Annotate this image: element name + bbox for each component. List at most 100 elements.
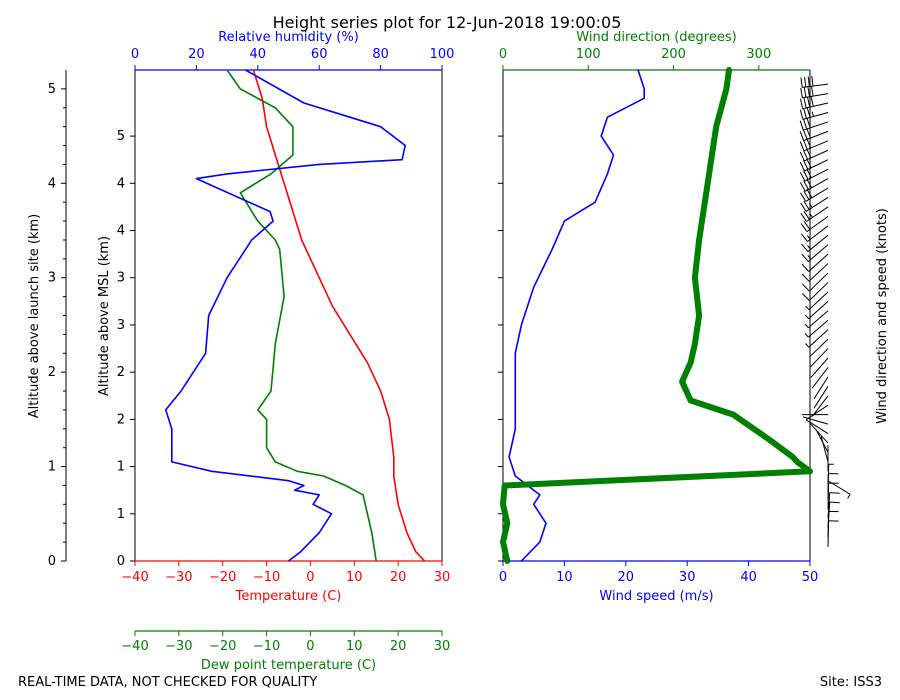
wind-barb-flag xyxy=(800,233,808,242)
wind-barb-flag xyxy=(800,98,804,109)
temperature-tick-label: −40 xyxy=(121,570,148,585)
temperature-tick-label: 0 xyxy=(306,570,314,585)
wind-panel: 0 10 20 30 40 50 Wind speed (m/s) 0 100 200 300 Win… xyxy=(498,30,890,604)
thermodynamic-panel: 0 1 2 3 4 5 Altitude above launch site (km) 0 1 1… xyxy=(27,30,454,673)
msl-altitude-axis-label: Altitude above MSL (km) xyxy=(97,236,112,396)
wind-barb-flag xyxy=(801,263,809,272)
wind-barb-staff xyxy=(805,178,829,192)
msl-altitude-tick-label: 1 xyxy=(117,507,125,522)
wind-barb-flag xyxy=(803,150,809,160)
wind-barb-flag xyxy=(829,492,840,494)
wind-barb-flag xyxy=(803,160,809,170)
dewpoint-tick-label: −20 xyxy=(209,639,236,654)
wind-barb-staff xyxy=(807,319,829,338)
wind-barb-flag xyxy=(806,128,811,139)
wind-barb-staff xyxy=(807,225,829,242)
msl-altitude-tick-label: 2 xyxy=(117,365,125,380)
dewpoint-tick-label: 30 xyxy=(434,639,451,654)
wind-barb-flag xyxy=(803,210,810,220)
outer-altitude-axis-label: Altitude above launch site (km) xyxy=(27,214,42,418)
msl-altitude-tick-label: 4 xyxy=(117,224,125,239)
wind-barb-flag xyxy=(804,77,807,88)
wind-barb-staff xyxy=(807,244,829,262)
wind-barb-staff xyxy=(802,83,829,88)
wind-barb-staff xyxy=(810,357,829,378)
wind-barb-flag xyxy=(799,161,806,172)
wind-barb-staff xyxy=(808,263,829,282)
wind-speed-tick-label: 0 xyxy=(499,570,507,585)
wind-speed-tick-label: 40 xyxy=(740,570,757,585)
wind-direction-tick-label: 100 xyxy=(576,47,601,62)
wind-barb-staff xyxy=(804,159,829,172)
wind-barb-flag xyxy=(847,494,851,499)
wind-barb-flag xyxy=(799,120,804,131)
chart-title: Height series plot for 12-Jun-2018 19:00… xyxy=(273,13,622,32)
temperature-tick-label: −30 xyxy=(165,570,192,585)
wind-barb-flag xyxy=(801,273,810,282)
wind-direction-series-line xyxy=(500,67,813,564)
temperature-tick-label: 10 xyxy=(346,570,363,585)
wind-barb-staff xyxy=(805,197,829,212)
wind-barb-flag xyxy=(806,118,811,129)
temperature-tick-label: −10 xyxy=(253,570,280,585)
wind-speed-series-line xyxy=(508,69,646,562)
msl-altitude-tick-label: 4 xyxy=(117,176,125,191)
wind-barb-staff xyxy=(806,206,829,222)
wind-barb-flag xyxy=(806,107,811,118)
wind-barb-flag xyxy=(807,97,811,108)
outer-altitude-tick-label: 3 xyxy=(48,271,56,286)
wind-barb-flag xyxy=(806,168,812,179)
dewpoint-tick-label: −10 xyxy=(253,639,280,654)
wind-barb-flag xyxy=(804,333,809,338)
wind-barb-staff xyxy=(804,168,829,182)
msl-altitude-tick-label: 2 xyxy=(117,412,125,427)
wind-barb-flag xyxy=(806,178,813,188)
wind-barb-staff xyxy=(811,367,829,389)
wind-direction-tick-label: 200 xyxy=(661,47,686,62)
wind-barb-staff xyxy=(805,187,829,202)
temperature-tick-label: −20 xyxy=(209,570,236,585)
wind-barb-staff xyxy=(808,291,829,311)
wind-barb-staff xyxy=(805,419,829,434)
wind-barb-staff xyxy=(808,329,829,348)
wind-barb-flag xyxy=(807,76,810,87)
wind-barb-staff xyxy=(807,310,829,329)
wind-speed-tick-label: 10 xyxy=(556,570,573,585)
wind-barb-flag xyxy=(811,86,814,97)
dewpoint-axis-label: Dew point temperature (C) xyxy=(201,658,376,673)
wind-barb-staff xyxy=(806,404,829,420)
msl-altitude-tick-label: 1 xyxy=(117,460,125,475)
wind-barb-flag xyxy=(799,151,805,162)
wind-barb-flag xyxy=(809,203,813,208)
temperature-series-line xyxy=(252,69,426,562)
outer-altitude-tick-label: 5 xyxy=(48,82,56,97)
wind-barb-flag xyxy=(803,108,807,119)
humidity-tick-label: 100 xyxy=(430,47,455,62)
wind-barb-flag xyxy=(803,119,808,130)
dewpoint-tick-label: 0 xyxy=(306,639,314,654)
humidity-axis-label: Relative humidity (%) xyxy=(218,30,359,45)
humidity-tick-label: 40 xyxy=(250,47,267,62)
wind-barb-flag xyxy=(807,255,812,260)
humidity-tick-label: 0 xyxy=(131,47,139,62)
dewpoint-tick-label: −30 xyxy=(165,639,192,654)
wind-speed-axis-label: Wind speed (m/s) xyxy=(599,589,713,604)
wind-barb-flag xyxy=(807,86,810,97)
outer-altitude-tick-label: 2 xyxy=(48,365,56,380)
wind-barb-flag xyxy=(802,283,810,292)
dewpoint-series-line xyxy=(226,69,377,562)
wind-barb-flag xyxy=(803,97,807,109)
wind-barb-flag xyxy=(807,245,812,250)
wind-barb-staff xyxy=(811,395,829,417)
wind-barb-flag xyxy=(799,131,805,141)
msl-altitude-tick-label: 3 xyxy=(117,271,125,286)
wind-barb-flag xyxy=(803,87,807,98)
wind-barbs-axis-label: Wind direction and speed (knots) xyxy=(875,208,890,424)
wind-barb-flag xyxy=(811,111,814,117)
wind-barb-staff xyxy=(802,102,829,110)
wind-barb-flag xyxy=(805,343,810,348)
wind-barb-staff xyxy=(806,215,829,233)
wind-barb-flag xyxy=(803,139,808,150)
wind-barb-flag xyxy=(806,148,812,159)
